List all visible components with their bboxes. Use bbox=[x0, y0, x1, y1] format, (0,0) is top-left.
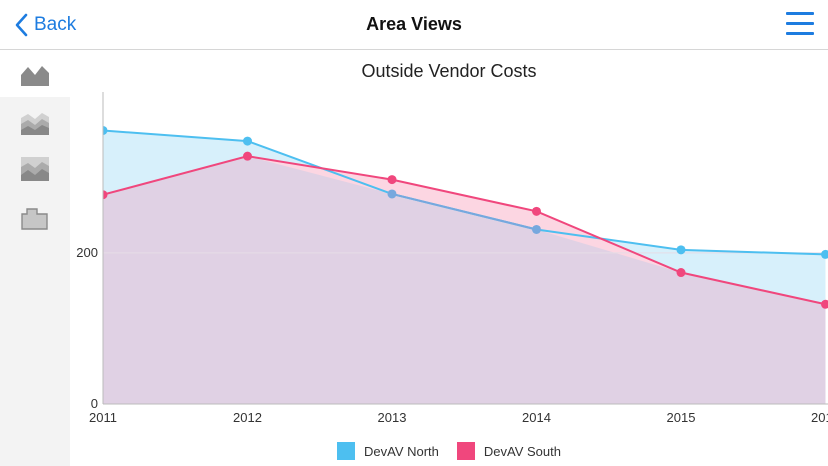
sidebar-item-full-stacked-area[interactable] bbox=[0, 146, 70, 192]
sidebar-item-step-area[interactable] bbox=[0, 194, 70, 240]
sidebar-item-area[interactable] bbox=[0, 51, 70, 97]
data-point-north-2015 bbox=[676, 245, 686, 255]
nav-bar: Back Area Views bbox=[0, 0, 828, 50]
x-tick-label-2015: 2015 bbox=[667, 410, 696, 425]
chevron-left-icon bbox=[15, 13, 28, 37]
x-tick-label-2011: 2011 bbox=[89, 410, 117, 425]
x-tick-label-2014: 2014 bbox=[522, 410, 551, 425]
data-point-north-2013 bbox=[387, 189, 397, 199]
chart-legend: DevAV North DevAV South bbox=[70, 440, 828, 462]
stacked-area-chart-icon bbox=[21, 113, 49, 135]
x-tick-label-2016: 2016 bbox=[811, 410, 828, 425]
back-label: Back bbox=[34, 14, 77, 35]
series-line-north-segment bbox=[391, 192, 537, 231]
data-point-south-2015 bbox=[676, 268, 686, 278]
chart-container: Outside Vendor Costs 0 200 2011 2012 2013 201… bbox=[70, 51, 828, 466]
menu-button[interactable] bbox=[786, 12, 814, 36]
area-chart-icon bbox=[21, 66, 49, 86]
area-chart: 0 200 2011 2012 2013 2014 2015 2016 bbox=[76, 92, 828, 425]
legend-swatch-north bbox=[337, 442, 355, 460]
y-tick-label-0: 0 bbox=[91, 396, 98, 411]
data-point-north-2011 bbox=[103, 125, 108, 135]
x-tick-label-2012: 2012 bbox=[233, 410, 262, 425]
data-point-south-2012 bbox=[243, 151, 252, 161]
data-point-north-2012 bbox=[243, 136, 252, 146]
step-area-chart-icon bbox=[21, 208, 48, 230]
series-line-south bbox=[103, 155, 826, 306]
back-button[interactable]: Back bbox=[14, 11, 76, 39]
sidebar-item-stacked-area[interactable] bbox=[0, 100, 70, 146]
page-title: Area Views bbox=[366, 14, 462, 34]
sidebar bbox=[0, 51, 70, 466]
chart-title: Outside Vendor Costs bbox=[361, 61, 537, 81]
hamburger-icon-bar bbox=[786, 12, 814, 15]
legend-label-north: DevAV North bbox=[364, 443, 439, 459]
hamburger-icon-bar bbox=[786, 32, 814, 35]
plot-area bbox=[103, 125, 828, 404]
data-point-north-2014 bbox=[532, 224, 541, 234]
hamburger-icon-bar bbox=[786, 22, 814, 25]
legend-item-south[interactable]: DevAV South bbox=[456, 442, 561, 460]
data-point-south-2016 bbox=[821, 299, 828, 309]
x-tick-label-2013: 2013 bbox=[378, 410, 407, 425]
series-area-overlap bbox=[103, 156, 826, 404]
data-point-south-2013 bbox=[387, 175, 397, 185]
legend-item-north[interactable]: DevAV North bbox=[337, 442, 439, 460]
full-stacked-area-chart-icon bbox=[21, 157, 49, 181]
data-point-south-2011 bbox=[103, 190, 108, 200]
legend-swatch-south bbox=[456, 442, 475, 460]
data-point-south-2014 bbox=[532, 206, 541, 216]
y-tick-label-200: 200 bbox=[76, 245, 98, 260]
legend-label-south: DevAV South bbox=[483, 443, 561, 459]
data-point-north-2016 bbox=[821, 249, 828, 259]
